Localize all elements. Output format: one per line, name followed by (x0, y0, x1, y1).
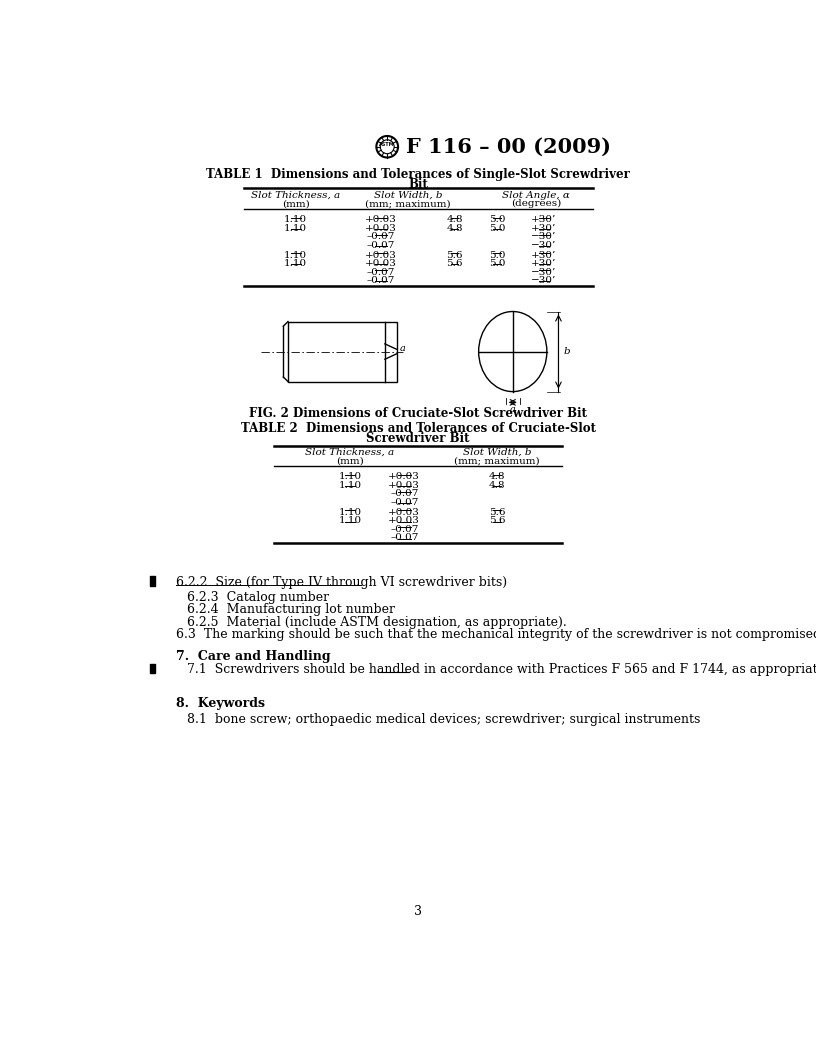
Text: +0.03: +0.03 (388, 480, 420, 490)
Text: 5.0: 5.0 (489, 259, 505, 268)
Text: Slot Width, b: Slot Width, b (463, 448, 531, 457)
Text: 3: 3 (415, 905, 422, 919)
Bar (288, 321, 397, 381)
Text: 7.1  Screwdrivers should be handled in accordance with Practices F 565 and F 174: 7.1 Screwdrivers should be handled in ac… (187, 663, 816, 677)
Text: −30’: −30’ (531, 276, 557, 285)
Text: 1.10: 1.10 (339, 516, 361, 525)
Text: Bit: Bit (408, 177, 428, 190)
Text: 1.10: 1.10 (284, 259, 308, 268)
Text: +0.03: +0.03 (365, 250, 397, 260)
Text: 4.8: 4.8 (489, 472, 505, 482)
Text: +30’: +30’ (531, 215, 557, 224)
Text: (mm): (mm) (336, 456, 364, 466)
Text: FIG. 2 Dimensions of Cruciate-Slot Screwdriver Bit: FIG. 2 Dimensions of Cruciate-Slot Screw… (249, 407, 588, 420)
Text: 5.0: 5.0 (489, 250, 505, 260)
Text: 5.6: 5.6 (489, 508, 505, 516)
Text: −30’: −30’ (531, 232, 557, 241)
Text: –0.07: –0.07 (367, 267, 395, 277)
Text: 5.6: 5.6 (489, 516, 505, 525)
Text: +0.03: +0.03 (388, 516, 420, 525)
Text: 8.1  bone screw; orthopaedic medical devices; screwdriver; surgical instruments: 8.1 bone screw; orthopaedic medical devi… (187, 713, 701, 725)
Text: Slot Thickness, a: Slot Thickness, a (251, 191, 340, 200)
Text: +30’: +30’ (531, 250, 557, 260)
Text: −30’: −30’ (531, 241, 557, 249)
Text: –0.07: –0.07 (367, 276, 395, 285)
Text: a: a (510, 406, 516, 414)
Text: 1.10: 1.10 (339, 508, 361, 516)
Text: TABLE 2  Dimensions and Tolerances of Cruciate-Slot: TABLE 2 Dimensions and Tolerances of Cru… (241, 422, 596, 435)
Text: 4.8: 4.8 (446, 224, 463, 232)
Text: +30’: +30’ (531, 259, 557, 268)
Text: 6.2.5  Material (include ASTM designation, as appropriate).: 6.2.5 Material (include ASTM designation… (187, 616, 567, 628)
Text: +30’: +30’ (531, 224, 557, 232)
Text: −30’: −30’ (531, 267, 557, 277)
Text: 7.  Care and Handling: 7. Care and Handling (176, 649, 331, 662)
Text: 1.10: 1.10 (284, 215, 308, 224)
Text: a: a (400, 344, 406, 353)
Text: Screwdriver Bit: Screwdriver Bit (366, 432, 470, 446)
Text: (mm; maximum): (mm; maximum) (455, 456, 540, 466)
Text: 6.2.4  Manufacturing lot number: 6.2.4 Manufacturing lot number (187, 603, 395, 617)
Text: b: b (563, 347, 570, 356)
Text: Slot Width, b: Slot Width, b (374, 191, 442, 200)
Text: 6.2.3  Catalog number: 6.2.3 Catalog number (187, 591, 330, 604)
Text: 6.2.2  Size (for Type IV through VI screwdriver bits): 6.2.2 Size (for Type IV through VI screw… (176, 576, 508, 588)
Text: 1.10: 1.10 (339, 480, 361, 490)
Text: Slot Thickness, a: Slot Thickness, a (305, 448, 395, 457)
Text: +0.03: +0.03 (388, 508, 420, 516)
Text: 5.0: 5.0 (489, 215, 505, 224)
Text: 6.3  The marking should be such that the mechanical integrity of the screwdriver: 6.3 The marking should be such that the … (176, 628, 816, 641)
Text: 8.  Keywords: 8. Keywords (176, 697, 265, 711)
Text: 4.8: 4.8 (446, 215, 463, 224)
Text: –0.07: –0.07 (390, 525, 419, 534)
Text: 4.8: 4.8 (489, 480, 505, 490)
Text: –0.07: –0.07 (390, 533, 419, 543)
Text: 5.0: 5.0 (489, 224, 505, 232)
Text: –0.07: –0.07 (367, 232, 395, 241)
Text: F 116 – 00 (2009): F 116 – 00 (2009) (406, 136, 611, 156)
Text: 1.10: 1.10 (339, 472, 361, 482)
Text: 1.10: 1.10 (284, 224, 308, 232)
Text: (mm): (mm) (282, 200, 309, 208)
Text: +0.03: +0.03 (388, 472, 420, 482)
Text: (mm; maximum): (mm; maximum) (366, 200, 451, 208)
Text: +0.03: +0.03 (365, 224, 397, 232)
Text: –0.07: –0.07 (390, 497, 419, 507)
Text: 1.10: 1.10 (284, 250, 308, 260)
Text: TABLE 1  Dimensions and Tolerances of Single-Slot Screwdriver: TABLE 1 Dimensions and Tolerances of Sin… (206, 168, 630, 182)
Text: Slot Angle, α: Slot Angle, α (502, 191, 570, 200)
Text: –0.07: –0.07 (390, 489, 419, 498)
Text: (degrees): (degrees) (511, 200, 561, 208)
Text: –0.07: –0.07 (367, 241, 395, 249)
Text: +0.03: +0.03 (365, 215, 397, 224)
Text: 5.6: 5.6 (446, 250, 463, 260)
Text: 5.6: 5.6 (446, 259, 463, 268)
Text: ASTM: ASTM (379, 142, 395, 147)
Text: +0.03: +0.03 (365, 259, 397, 268)
